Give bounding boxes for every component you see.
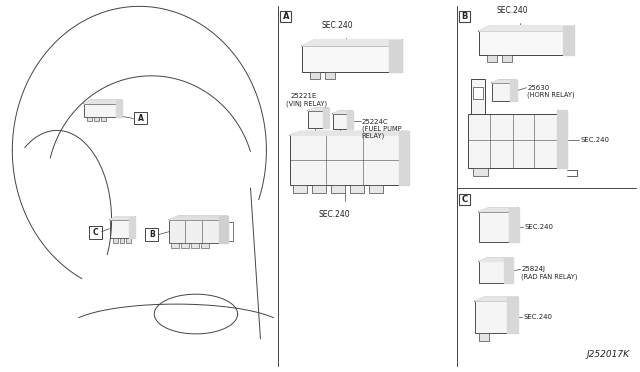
Text: SEC.240: SEC.240 [524,314,552,320]
Bar [331,185,345,193]
Bar [473,113,483,125]
Bar [479,31,563,55]
Bar [293,185,307,193]
Bar [473,137,481,144]
Bar [290,135,399,185]
Bar [487,55,497,62]
Polygon shape [390,39,403,72]
Bar [502,55,511,62]
Bar [308,110,323,128]
Polygon shape [479,258,513,262]
Text: J252017K: J252017K [587,350,630,359]
Polygon shape [116,100,122,116]
Bar [201,243,209,247]
Bar [127,238,131,243]
Polygon shape [333,111,353,113]
Bar [87,116,92,122]
Bar [93,116,99,122]
Polygon shape [504,258,513,283]
Text: C: C [461,195,467,204]
Text: A: A [282,12,289,21]
Polygon shape [290,131,410,135]
Bar [468,113,557,168]
Polygon shape [308,108,329,110]
Polygon shape [399,131,410,185]
Bar [459,11,470,22]
Bar [369,185,383,193]
Bar [100,116,106,122]
Polygon shape [479,208,518,212]
Polygon shape [475,297,518,301]
Text: SEC.240: SEC.240 [524,224,554,230]
Polygon shape [323,108,329,128]
Text: (VINJ RELAY): (VINJ RELAY) [286,100,328,107]
Bar [475,301,507,333]
Polygon shape [507,297,518,333]
Text: SEC.240: SEC.240 [580,137,609,143]
Text: (FUEL PUMP: (FUEL PUMP [362,125,401,132]
Text: B: B [461,12,468,21]
Bar [350,185,364,193]
Polygon shape [129,217,136,238]
Text: B: B [149,230,155,238]
Bar [310,72,320,79]
Bar [479,262,504,283]
Text: 25224C: 25224C [362,119,388,125]
Bar [134,112,147,125]
Bar [473,87,483,99]
Text: (HORN RELAY): (HORN RELAY) [527,92,575,98]
Bar [492,83,509,101]
Bar [325,72,335,79]
Polygon shape [509,208,518,241]
Bar [280,11,291,22]
Text: 25630: 25630 [527,85,550,91]
Bar [84,104,116,116]
Bar [479,212,509,241]
Bar [459,194,470,205]
Text: SEC.240: SEC.240 [318,210,349,219]
Bar [312,185,326,193]
Polygon shape [492,80,516,83]
Bar [169,220,219,243]
Bar [171,243,179,247]
Polygon shape [84,100,122,104]
Polygon shape [109,217,136,220]
Text: 25221E: 25221E [290,93,317,99]
Text: C: C [92,228,98,237]
Bar [302,46,390,72]
Text: SEC.240: SEC.240 [497,6,528,15]
Bar [471,79,484,153]
Polygon shape [169,216,228,220]
Bar [181,243,189,247]
Polygon shape [479,26,574,31]
Bar [333,113,347,129]
Bar [109,220,129,238]
Text: 25824J: 25824J [522,266,545,272]
Polygon shape [347,111,353,129]
Polygon shape [557,110,567,168]
Bar [120,238,124,243]
Bar [473,168,488,176]
Polygon shape [302,39,403,46]
Polygon shape [509,80,516,101]
Text: (RAD FAN RELAY): (RAD FAN RELAY) [522,273,578,280]
Polygon shape [219,216,228,243]
Bar [479,333,489,341]
Bar [191,243,199,247]
Text: A: A [138,113,144,122]
Bar [113,238,118,243]
Polygon shape [563,26,574,55]
Bar [89,226,102,238]
Text: RELAY): RELAY) [362,132,385,139]
Bar [145,228,158,241]
Text: SEC.240: SEC.240 [322,21,354,30]
